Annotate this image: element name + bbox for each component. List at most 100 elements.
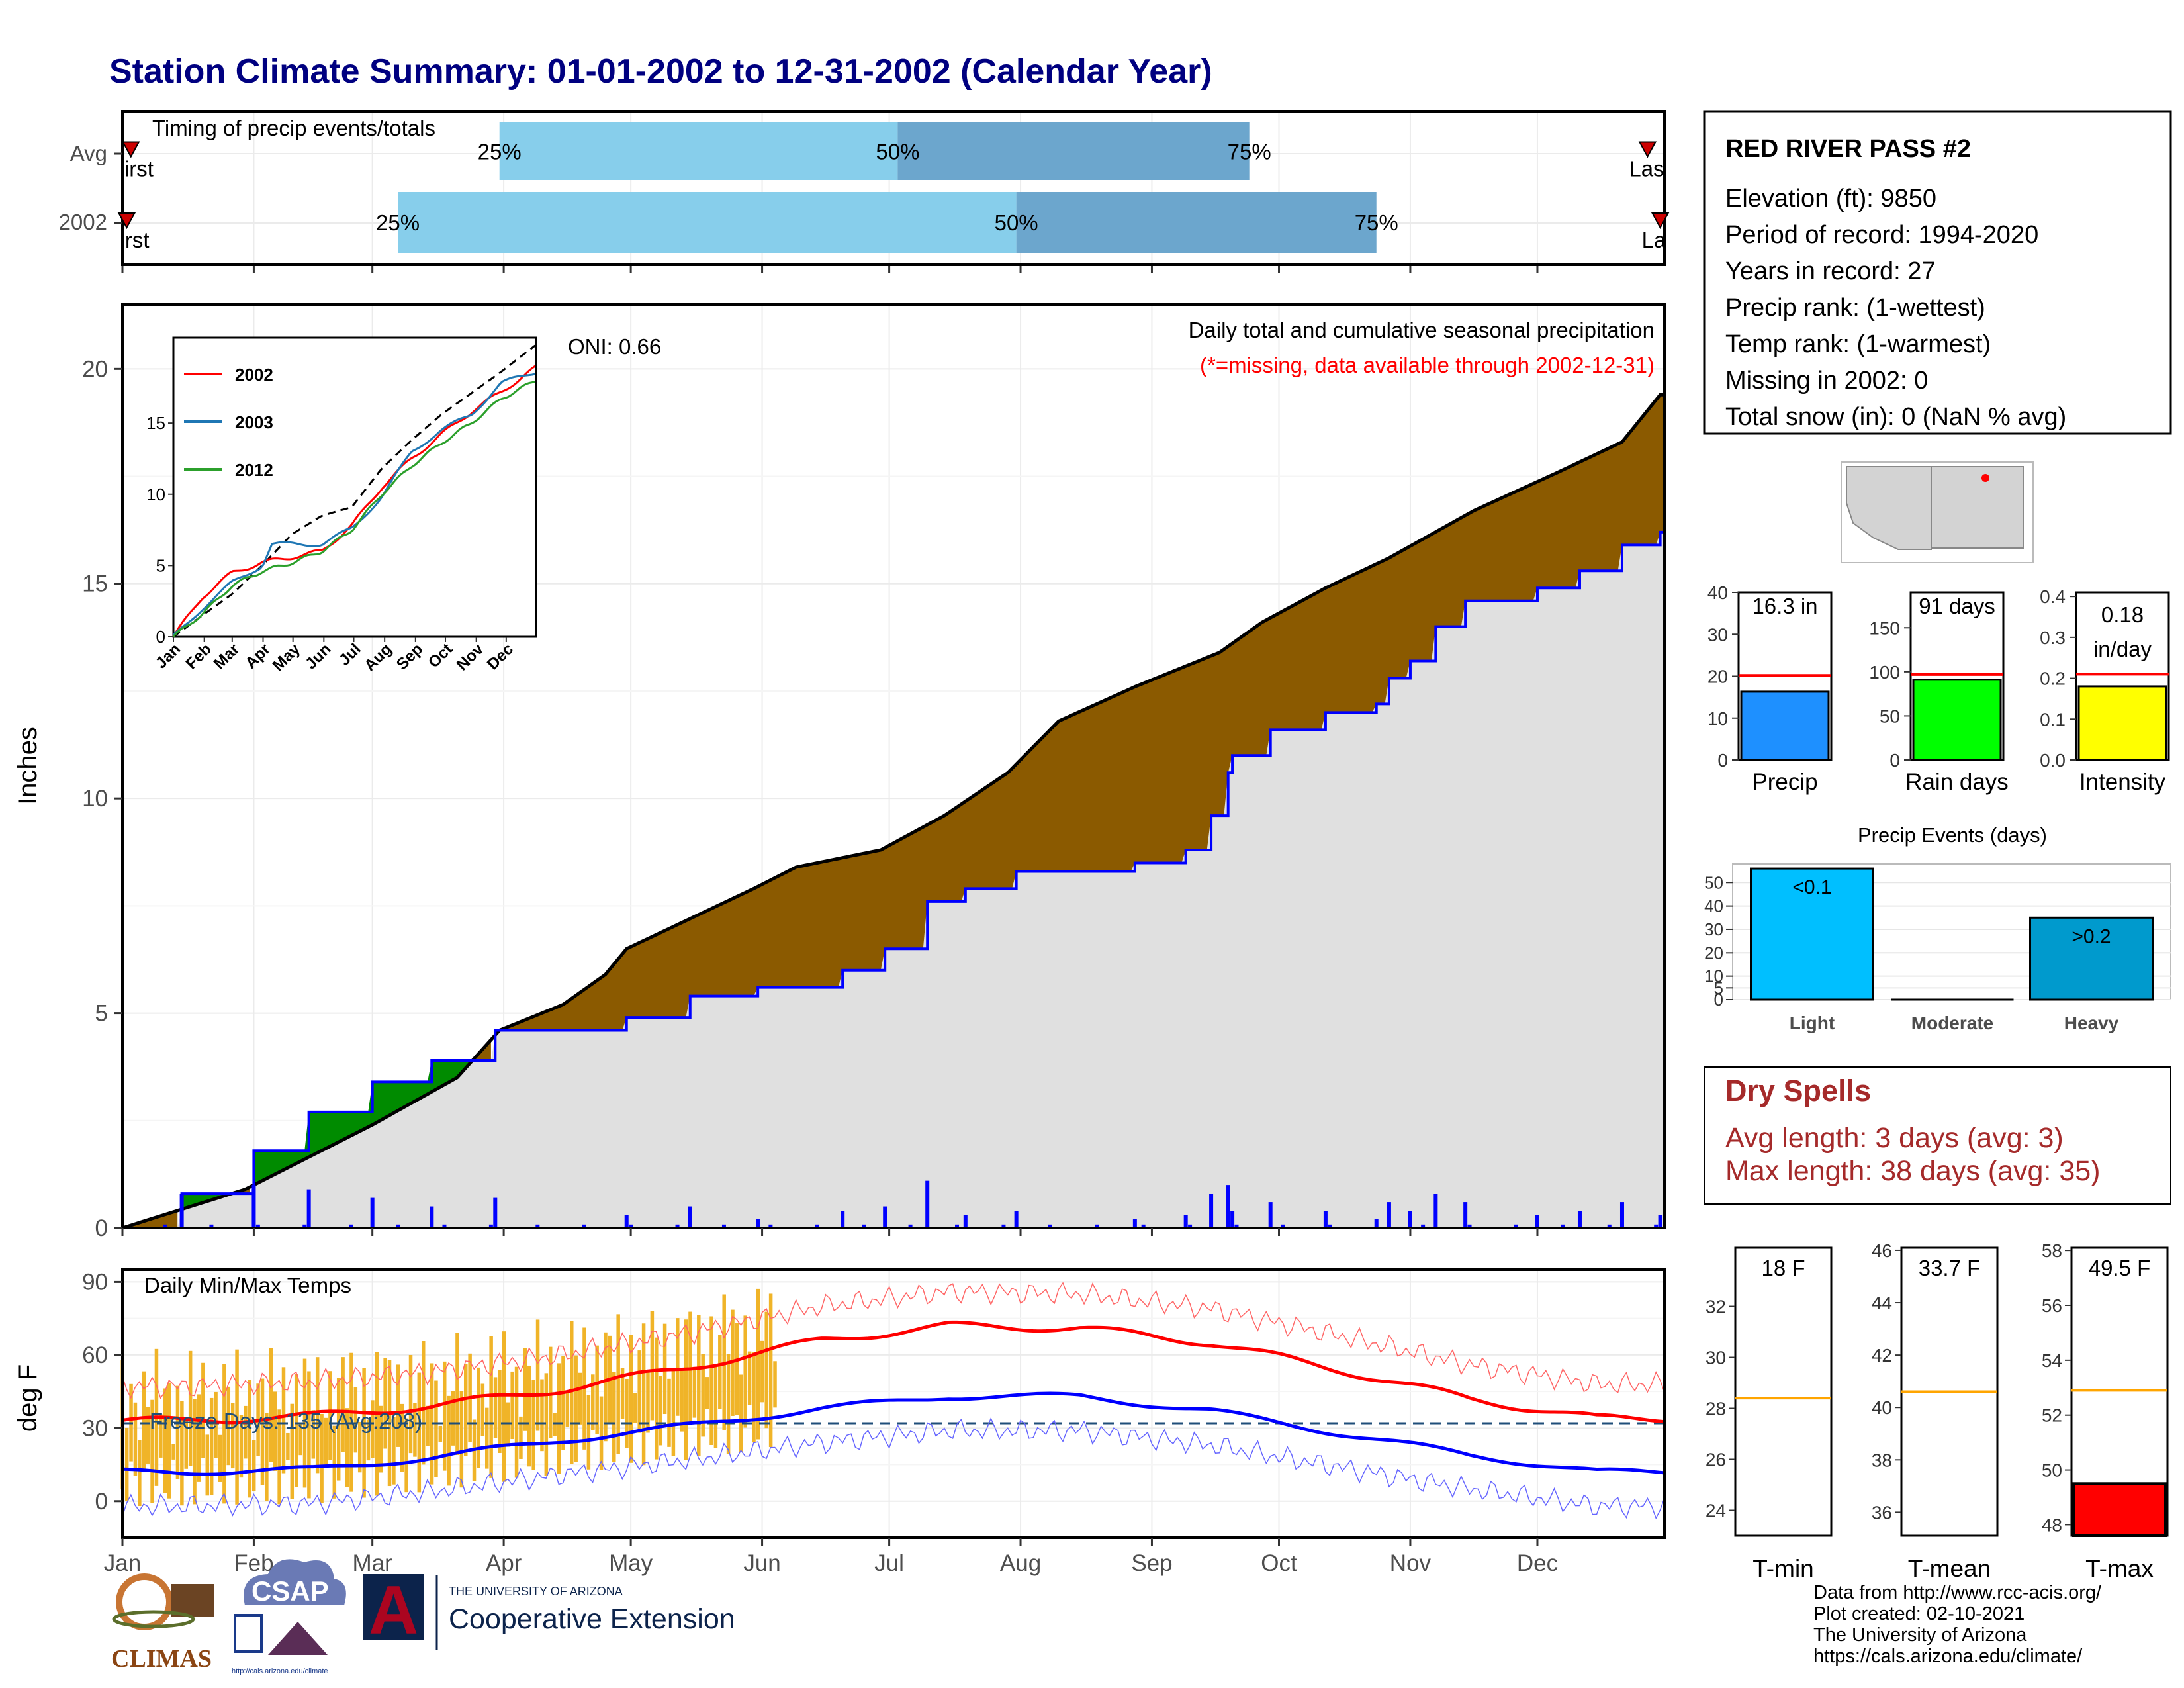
precip-panel: 0 5 10 15 20 Inches Daily total and cumulati… (13, 303, 1666, 1241)
inset-month-label: Dec (484, 640, 517, 673)
month-label: Feb (234, 1550, 273, 1576)
timing-caption: Timing of precip events/totals (152, 116, 435, 140)
temp-y-tick-label: 60 (82, 1342, 108, 1368)
intensity-tick-label: 0.4 (2040, 586, 2066, 607)
daily-temp-bar (235, 1349, 239, 1505)
daily-precip-bar (255, 1224, 260, 1228)
daily-temp-bar (561, 1356, 565, 1450)
daily-temp-bar (209, 1397, 214, 1495)
daily-temp-bar (383, 1358, 387, 1449)
daily-temp-bar (701, 1354, 705, 1437)
daily-temp-bar (676, 1318, 680, 1416)
events-category-label: Heavy (2064, 1013, 2119, 1033)
temp-caption: Daily Min/Max Temps (144, 1273, 351, 1297)
daily-temp-bar (281, 1367, 286, 1474)
inset-month-label: Feb (183, 640, 215, 673)
timing-row-label-avg: Avg (70, 141, 107, 165)
events-y-tick-label: 0 (1714, 990, 1723, 1009)
daily-precip-bar (582, 1224, 586, 1228)
tmax-tick-label: 56 (2042, 1295, 2062, 1316)
ua-university-text: THE UNIVERSITY OF ARIZONA (449, 1585, 623, 1598)
timing-bar-q50-q75 (897, 122, 1250, 180)
daily-temp-bar (438, 1425, 443, 1442)
precip-total-chart: 0 10 20 30 40 16.3 in Precip (1707, 583, 1833, 795)
rain-days-label: Rain days (1905, 769, 2009, 795)
station-elevation: Elevation (ft): 9850 (1725, 185, 1936, 212)
observed-cumulative-line (122, 530, 1664, 1229)
tmean-tick-label: 36 (1872, 1502, 1892, 1523)
month-label: May (609, 1550, 653, 1576)
footer-line-data: Data from http://www.rcc-acis.org/ (1813, 1582, 2102, 1603)
daily-temp-bar (230, 1402, 235, 1469)
daily-temp-bar (595, 1345, 599, 1434)
average-cumulative-line (122, 393, 1664, 1230)
daily-temp-bar (743, 1315, 747, 1428)
footer-credits: Data from http://www.rcc-acis.org/ Plot … (1813, 1582, 2102, 1667)
daily-precip-bar (1095, 1224, 1099, 1228)
daily-precip-bar (1048, 1224, 1052, 1228)
daily-temp-bar (544, 1373, 549, 1476)
inset-y-tick-label: 0 (156, 627, 165, 647)
timing-q50-label: 50% (995, 211, 1038, 235)
daily-temp-bar (315, 1357, 320, 1474)
daily-temp-bar (417, 1372, 422, 1493)
daily-precip-bar (841, 1211, 845, 1228)
daily-temp-bar (671, 1368, 676, 1456)
daily-temp-bar (218, 1434, 222, 1482)
inset-y-tick-label: 15 (146, 413, 165, 433)
last-event-label: Last (1642, 228, 1683, 252)
tmax-tick-label: 52 (2042, 1405, 2062, 1426)
daily-temp-bar (599, 1396, 604, 1470)
daily-temp-bar (404, 1418, 408, 1493)
daily-precip-bar (1268, 1202, 1273, 1228)
inset-y-tick-label: 10 (146, 485, 165, 504)
daily-temp-bar (463, 1364, 468, 1456)
precip-total-value: 16.3 in (1752, 594, 1817, 618)
precip-total-tick-label: 20 (1707, 667, 1728, 687)
timing-bar-q25-q50 (499, 122, 898, 180)
daily-precip-bar (1577, 1211, 1582, 1228)
daily-precip-bar (925, 1180, 930, 1228)
tmean-tick-label: 38 (1872, 1450, 1892, 1470)
daily-temp-bar (726, 1354, 731, 1454)
daily-temp-bar (625, 1378, 629, 1448)
daily-temp-bar (260, 1378, 265, 1485)
dry-spells-title: Dry Spells (1725, 1074, 1871, 1107)
tmax-chart: 48 50 52 54 56 58 49.5 F T-max (2042, 1241, 2169, 1582)
precip-y-tick-label: 5 (95, 1001, 108, 1027)
daily-temp-bar (697, 1314, 701, 1456)
dry-spells-avg: Avg length: 3 days (avg: 3) (1725, 1122, 2064, 1154)
daily-temp-bar (430, 1363, 434, 1485)
station-missing: Missing in 2002: 0 (1725, 367, 1928, 395)
tmean-tick-label: 40 (1872, 1397, 1892, 1418)
rain-days-tick-label: 50 (1880, 706, 1900, 726)
daily-precip-bar (1421, 1224, 1426, 1228)
daily-temp-bar (493, 1377, 498, 1438)
inset-month-label: May (269, 640, 304, 675)
events-y-tick-label: 50 (1704, 872, 1723, 892)
daily-temp-bar (646, 1371, 650, 1433)
precip-total-label: Precip (1752, 769, 1817, 795)
record-high-line (122, 1282, 1665, 1399)
average-min-line (122, 1391, 1665, 1476)
daily-precip-bar (1183, 1215, 1188, 1228)
daily-precip-bar (624, 1215, 629, 1228)
daily-precip-bar (1658, 1215, 1662, 1228)
daily-temp-bar (124, 1427, 129, 1501)
daily-temp-bar (184, 1420, 189, 1469)
temp-grid (122, 1270, 1664, 1538)
inset-legend-2003: 2003 (235, 412, 273, 432)
station-years: Years in record: 27 (1725, 258, 1936, 285)
daily-temp-bar (514, 1366, 519, 1478)
daily-temp-bar (641, 1323, 646, 1466)
month-label: Jul (874, 1550, 904, 1576)
oni-label: ONI: 0.66 (568, 334, 661, 359)
timing-panel: Timing of precip events/totals 25% 50% 75%… (59, 110, 1683, 273)
daily-precip-bar (963, 1215, 968, 1228)
month-label: Jun (743, 1550, 780, 1576)
temp-y-tick-label: 90 (82, 1269, 108, 1295)
below-average-band (181, 1030, 496, 1209)
